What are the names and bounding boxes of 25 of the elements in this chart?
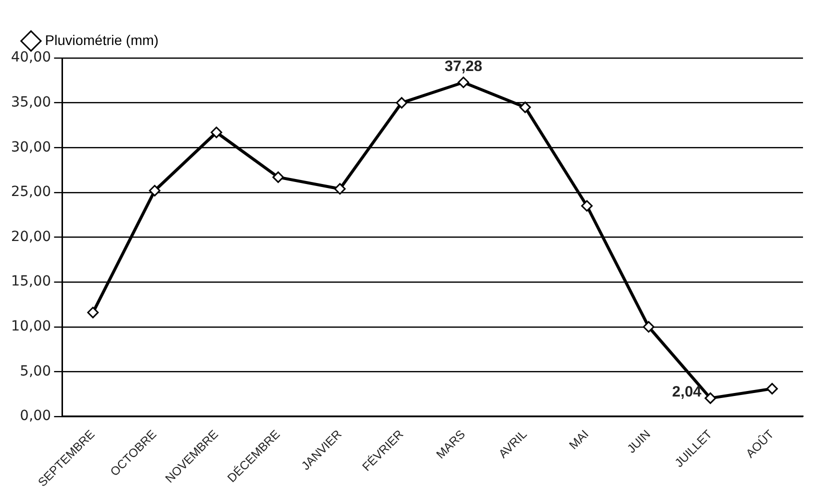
y-tick-label: 5,00 <box>20 363 52 380</box>
y-tick-label: 20,00 <box>10 228 52 245</box>
point <box>581 200 593 212</box>
y-tick-label: 0,00 <box>20 408 52 424</box>
point <box>766 382 778 394</box>
point <box>458 76 470 88</box>
x-tick-label: MAI <box>566 427 592 452</box>
point <box>272 171 284 183</box>
point <box>704 392 716 404</box>
point <box>396 97 408 109</box>
point <box>148 184 160 196</box>
point <box>87 306 99 318</box>
y-tick-label: 35,00 <box>10 94 52 110</box>
legend-label: Pluviométrie (mm) <box>45 32 159 48</box>
point <box>642 321 654 333</box>
point <box>210 126 222 138</box>
point <box>519 102 531 114</box>
y-tick-label: 25,00 <box>10 184 52 200</box>
y-tick-label: 10,00 <box>10 318 52 334</box>
y-tick-label: 40,00 <box>10 50 52 66</box>
y-tick-label: 30,00 <box>10 139 52 156</box>
data-label: 2,04 <box>672 383 702 400</box>
data-label: 37,28 <box>444 58 482 76</box>
y-tick-label: 15,00 <box>10 274 52 290</box>
point <box>334 183 346 195</box>
